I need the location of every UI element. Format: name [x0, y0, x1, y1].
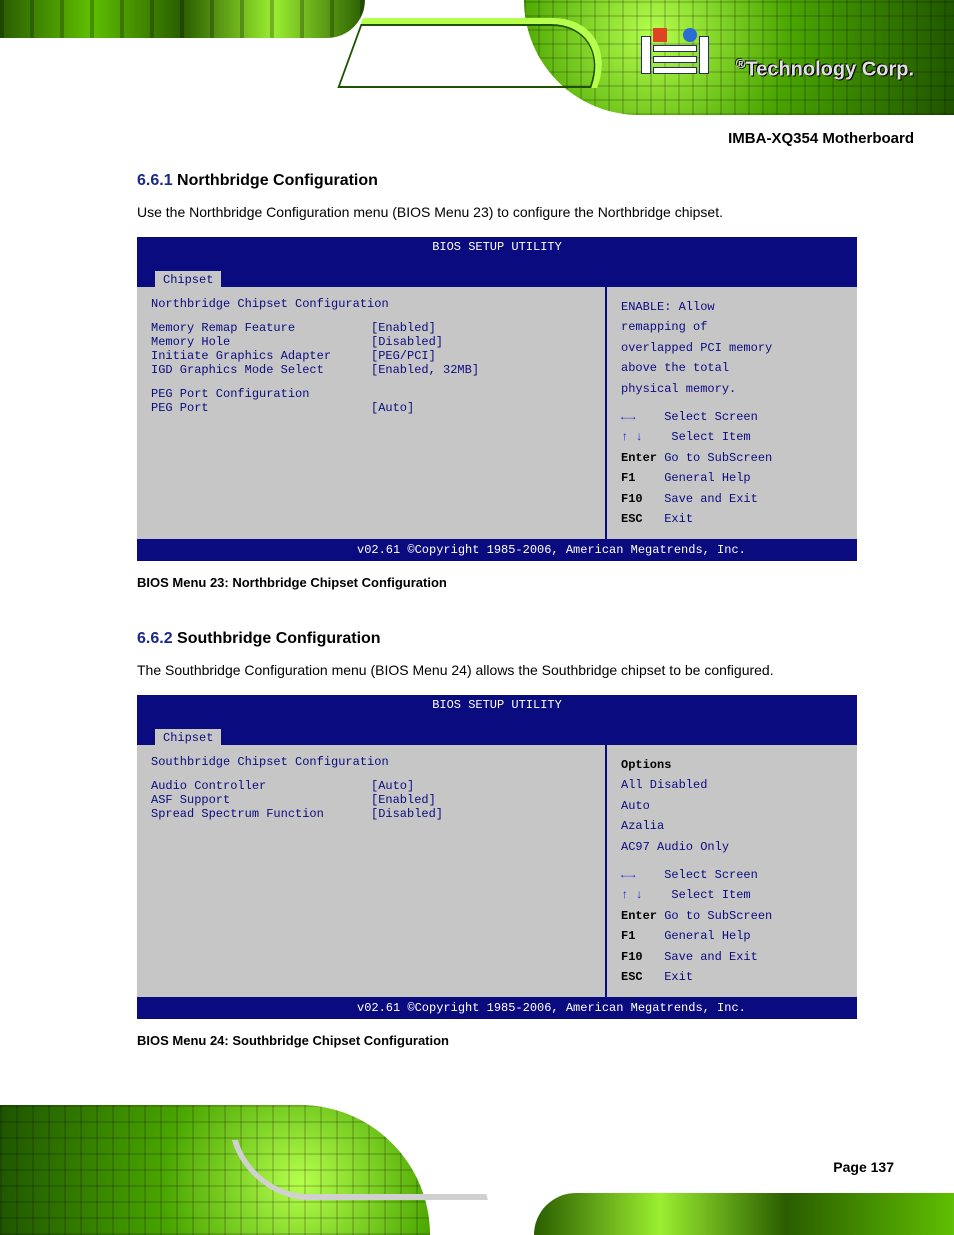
- figure-caption: BIOS Menu 24: Southbridge Chipset Config…: [137, 1033, 857, 1048]
- option-item: AC97 Audio Only: [621, 837, 843, 857]
- section-title: Northbridge Configuration: [177, 172, 378, 189]
- bios-heading: Northbridge Chipset Configuration: [151, 297, 591, 311]
- section-intro: The Southbridge Configuration menu (BIOS…: [137, 660, 857, 681]
- section-number: 6.6.2: [137, 630, 173, 647]
- bios-subheading: PEG Port Configuration: [151, 387, 591, 401]
- section-number: 6.6.1: [137, 172, 173, 189]
- pcb-texture-bottom-right: [534, 1193, 954, 1235]
- brand-suffix: Technology Corp.: [745, 59, 914, 81]
- section-title: Southbridge Configuration: [177, 630, 381, 647]
- pcb-texture-top-left: [0, 0, 365, 38]
- bottom-banner: Page 137: [0, 1105, 954, 1235]
- options-title: Options: [621, 758, 671, 772]
- top-banner: ®Technology Corp.: [0, 0, 954, 115]
- product-title: IMBA-XQ354 Motherboard: [728, 130, 914, 147]
- bios-row[interactable]: Audio Controller[Auto]: [151, 779, 591, 793]
- section-northbridge: 6.6.1 Northbridge Configuration Use the …: [137, 172, 857, 590]
- bios-row[interactable]: PEG Port[Auto]: [151, 401, 591, 415]
- bios-row[interactable]: Memory Remap Feature[Enabled]: [151, 321, 591, 335]
- option-item: Azalia: [621, 816, 843, 836]
- bios-row[interactable]: ASF Support[Enabled]: [151, 793, 591, 807]
- bios-title: BIOS SETUP UTILITY: [432, 240, 562, 254]
- arrows-lr-icon: ←→: [621, 410, 635, 424]
- help-blurb: remapping of: [621, 317, 843, 337]
- bios-row[interactable]: Memory Hole[Disabled]: [151, 335, 591, 349]
- bios-body: Northbridge Chipset Configuration Memory…: [137, 287, 857, 539]
- bios-row[interactable]: Spread Spectrum Function[Disabled]: [151, 807, 591, 821]
- bios-tabs: Chipset: [137, 727, 857, 745]
- bios-titlebar: BIOS SETUP UTILITY: [137, 695, 857, 727]
- help-blurb: physical memory.: [621, 379, 843, 399]
- page-number: Page 137: [833, 1159, 894, 1175]
- help-blurb: above the total: [621, 358, 843, 378]
- bios-footer: v02.61 ©Copyright 1985-2006, American Me…: [137, 539, 857, 561]
- help-blurb: ENABLE: Allow: [621, 297, 843, 317]
- bios-help-pane: Options All Disabled Auto Azalia AC97 Au…: [607, 745, 857, 997]
- bios-titlebar: BIOS SETUP UTILITY: [137, 237, 857, 269]
- bios-panel-north: BIOS SETUP UTILITY Chipset Northbridge C…: [137, 237, 857, 561]
- bios-left-pane: Northbridge Chipset Configuration Memory…: [137, 287, 607, 539]
- bios-tab-chipset[interactable]: Chipset: [155, 729, 221, 745]
- swoosh-top: [337, 18, 622, 88]
- option-item: All Disabled: [621, 775, 843, 795]
- brand-text: ®Technology Corp.: [736, 56, 914, 82]
- bios-row[interactable]: IGD Graphics Mode Select[Enabled, 32MB]: [151, 363, 591, 377]
- help-blurb: overlapped PCI memory: [621, 338, 843, 358]
- arrows-ud-icon: ↑ ↓: [621, 888, 643, 902]
- arrows-lr-icon: ←→: [621, 868, 635, 882]
- bios-panel-south: BIOS SETUP UTILITY Chipset Southbridge C…: [137, 695, 857, 1019]
- bios-footer: v02.61 ©Copyright 1985-2006, American Me…: [137, 997, 857, 1019]
- bios-tabs: Chipset: [137, 269, 857, 287]
- bios-title: BIOS SETUP UTILITY: [432, 698, 562, 712]
- figure-caption: BIOS Menu 23: Northbridge Chipset Config…: [137, 575, 857, 590]
- iei-logo: [641, 28, 709, 74]
- bios-body: Southbridge Chipset Configuration Audio …: [137, 745, 857, 997]
- bios-help-pane: ENABLE: Allow remapping of overlapped PC…: [607, 287, 857, 539]
- bios-left-pane: Southbridge Chipset Configuration Audio …: [137, 745, 607, 997]
- option-item: Auto: [621, 796, 843, 816]
- arrows-ud-icon: ↑ ↓: [621, 430, 643, 444]
- bios-heading: Southbridge Chipset Configuration: [151, 755, 591, 769]
- bios-tab-chipset[interactable]: Chipset: [155, 271, 221, 287]
- section-southbridge: 6.6.2 Southbridge Configuration The Sout…: [137, 630, 857, 1048]
- bios-row[interactable]: Initiate Graphics Adapter[PEG/PCI]: [151, 349, 591, 363]
- section-intro: Use the Northbridge Configuration menu (…: [137, 202, 857, 223]
